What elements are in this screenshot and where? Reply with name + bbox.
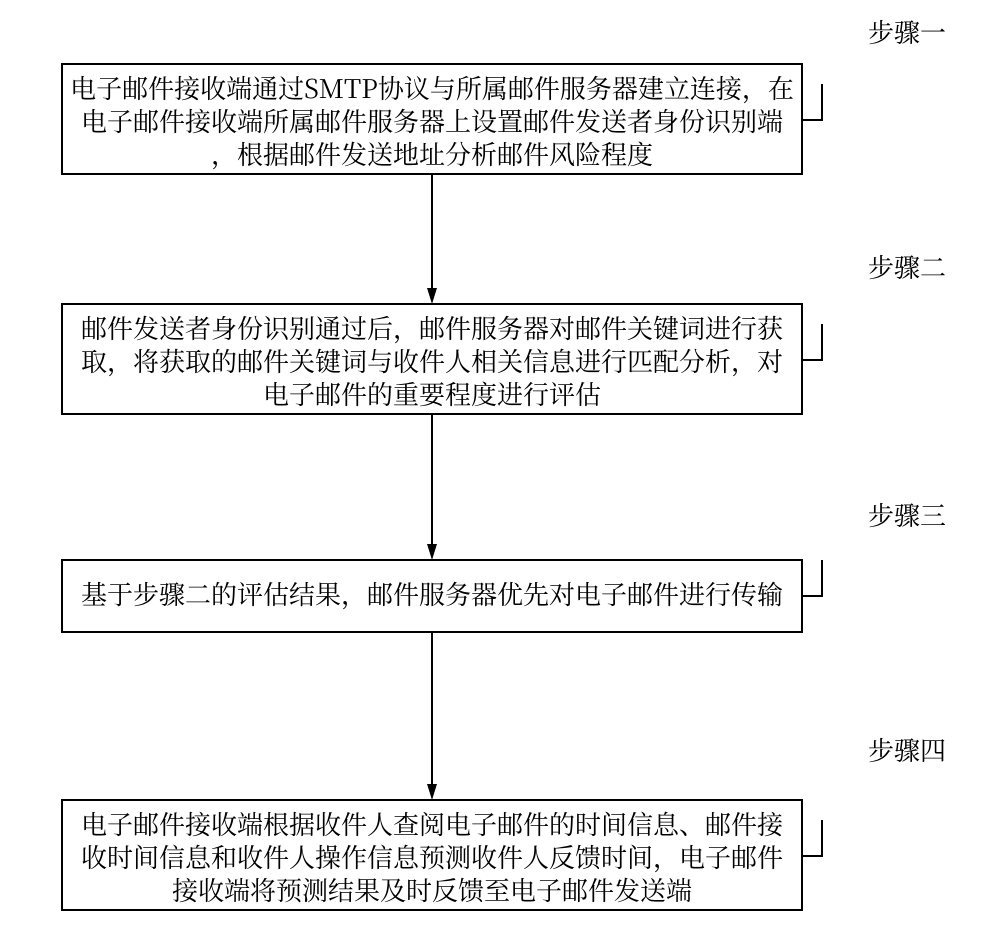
step1-label: 步骤一 — [868, 13, 946, 50]
step2-bracket — [802, 324, 822, 360]
arrowhead-2-3 — [427, 544, 437, 560]
arrowhead-3-4 — [427, 784, 437, 800]
arrowhead-1-2 — [427, 288, 437, 304]
step4-bracket — [802, 820, 822, 856]
step3-bracket — [802, 560, 822, 596]
step4-label: 步骤四 — [868, 731, 946, 768]
step4-text: 电子邮件接收端根据收件人查阅电子邮件的时间信息、邮件接收时间信息和收件人操作信息… — [81, 805, 784, 908]
step3-text: 基于步骤二的评估结果，邮件服务器优先对电子邮件进行传输 — [81, 575, 783, 612]
step2-label: 步骤二 — [868, 248, 946, 285]
step3-label: 步骤三 — [868, 496, 946, 533]
step1-bracket — [802, 84, 822, 120]
flowchart: 电子邮件接收端通过SMTP协议与所属邮件服务器建立连接，在电子邮件接收端所属邮件… — [0, 0, 1000, 947]
